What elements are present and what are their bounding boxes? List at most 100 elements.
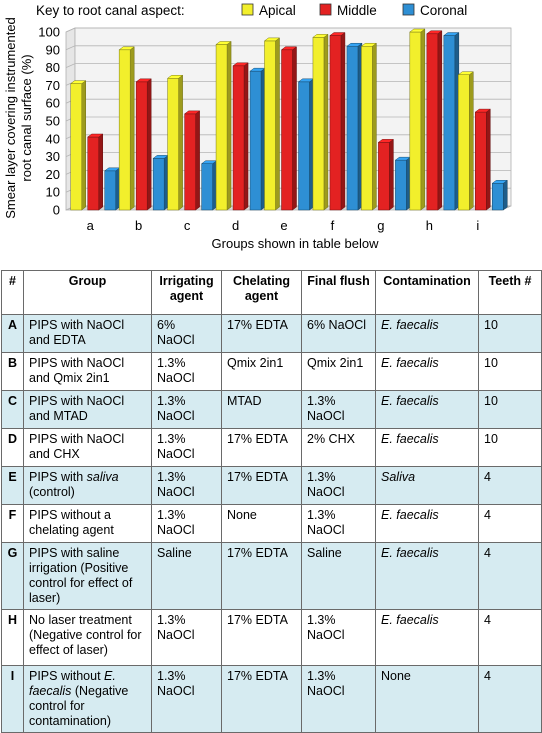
groups-table-container: # Group Irrigating agent Chelating agent…	[1, 270, 542, 733]
bar-coronal-e	[297, 78, 315, 211]
row-group: PIPS with NaOCl and MTAD	[23, 390, 152, 429]
bar-coronal-f	[346, 42, 363, 211]
legend-label-apical: Apical	[259, 3, 296, 18]
row-final-flush: 2% CHX	[301, 428, 376, 467]
row-final-flush: 1.3% NaOCl	[301, 609, 376, 666]
bar-middle-e	[280, 46, 298, 211]
y-tick-label: 30	[46, 149, 60, 164]
row-irrigating-agent: 1.3% NaOCl	[151, 609, 222, 666]
table-row: D PIPS with NaOCl and CHX 1.3% NaOCl 17%…	[1, 428, 542, 467]
y-tick-label: 20	[46, 167, 60, 182]
row-contamination: E. faecalis	[375, 542, 479, 610]
bar-apical-c	[166, 74, 184, 211]
x-tick-label: b	[135, 218, 142, 233]
row-chelating-agent: None	[221, 504, 302, 543]
bar-middle-d	[232, 62, 249, 211]
y-tick-label: 80	[46, 60, 60, 75]
table-row: A PIPS with NaOCl and EDTA 6% NaOCl 17% …	[1, 314, 542, 353]
y-tick-label: 90	[46, 42, 60, 57]
y-tick-label: 10	[46, 185, 60, 200]
legend-item-middle: Middle	[319, 3, 377, 18]
row-teeth: 4	[478, 504, 542, 543]
x-tick-label: e	[280, 218, 287, 233]
row-group: PIPS with NaOCl and CHX	[23, 428, 152, 467]
bar-coronal-c	[200, 160, 218, 211]
row-teeth: 10	[478, 428, 542, 467]
bar-coronal-b	[152, 154, 169, 211]
header-final-flush: Final flush	[301, 270, 376, 315]
row-teeth: 10	[478, 390, 542, 429]
bar-middle-h	[426, 30, 443, 211]
row-group: PIPS without E. faecalis (Negative contr…	[23, 665, 152, 733]
row-chelating-agent: Qmix 2in1	[221, 352, 302, 391]
legend-item-coronal: Coronal	[402, 3, 467, 18]
bar-middle-b	[135, 78, 152, 211]
row-group: No laser treatment (Negative control for…	[23, 609, 152, 666]
bar-coronal-a	[103, 167, 121, 211]
x-tick-label: g	[377, 218, 384, 233]
row-contamination: E. faecalis	[375, 609, 479, 666]
bar-apical-d	[215, 40, 232, 211]
row-group: PIPS without a chelating agent	[23, 504, 152, 543]
y-axis-title-line-1: Smear layer covering instrumented	[3, 17, 18, 219]
y-tick-label: 0	[53, 203, 60, 218]
row-contamination: None	[375, 665, 479, 733]
header-teeth: Teeth #	[478, 270, 542, 315]
bar-apical-f	[312, 33, 329, 211]
row-group: PIPS with NaOCl and EDTA	[23, 314, 152, 353]
bar-middle-f	[329, 32, 346, 211]
x-tick-label: i	[476, 218, 479, 233]
bar-apical-i	[457, 71, 475, 211]
row-teeth: 4	[478, 609, 542, 666]
bar-middle-c	[183, 110, 201, 211]
row-contamination: E. faecalis	[375, 428, 479, 467]
header-id: #	[1, 270, 24, 315]
x-axis-title: Groups shown in table below	[212, 236, 380, 251]
row-teeth: 10	[478, 352, 542, 391]
legend-swatch-apical	[241, 3, 254, 16]
y-axis-title-line-2: root canal surface (%)	[19, 54, 34, 181]
x-tick-label: d	[232, 218, 239, 233]
bar-coronal-d	[249, 67, 266, 211]
table-header-row: # Group Irrigating agent Chelating agent…	[1, 270, 542, 315]
x-tick-label: c	[184, 218, 191, 233]
row-teeth: 4	[478, 466, 542, 505]
row-chelating-agent: 17% EDTA	[221, 609, 302, 666]
row-id: G	[1, 542, 24, 610]
legend-swatch-coronal	[402, 3, 415, 16]
row-id: D	[1, 428, 24, 467]
row-irrigating-agent: Saline	[151, 542, 222, 610]
row-final-flush: 1.3% NaOCl	[301, 665, 376, 733]
row-contamination: E. faecalis	[375, 352, 479, 391]
legend-title: Key to root canal aspect:	[36, 3, 185, 18]
row-id: H	[1, 609, 24, 666]
row-chelating-agent: 17% EDTA	[221, 466, 302, 505]
bar-coronal-h	[443, 32, 460, 211]
bar-chart: Key to root canal aspect: Apical Middle Co…	[0, 0, 542, 260]
row-irrigating-agent: 1.3% NaOCl	[151, 428, 222, 467]
bar-apical-a	[69, 80, 87, 211]
row-contamination: E. faecalis	[375, 314, 479, 353]
legend-label-coronal: Coronal	[420, 3, 467, 18]
row-irrigating-agent: 1.3% NaOCl	[151, 504, 222, 543]
bar-middle-a	[86, 133, 104, 211]
row-irrigating-agent: 1.3% NaOCl	[151, 352, 222, 391]
legend-label-middle: Middle	[337, 3, 377, 18]
table-row: E PIPS with saliva (control) 1.3% NaOCl …	[1, 466, 542, 505]
row-id: F	[1, 504, 24, 543]
row-chelating-agent: 17% EDTA	[221, 428, 302, 467]
header-contamination: Contamination	[375, 270, 479, 315]
y-tick-label: 70	[46, 78, 60, 93]
row-chelating-agent: 17% EDTA	[221, 665, 302, 733]
y-tick-label: 60	[46, 96, 60, 111]
row-teeth: 4	[478, 542, 542, 610]
row-contamination: E. faecalis	[375, 390, 479, 429]
row-chelating-agent: 17% EDTA	[221, 542, 302, 610]
row-contamination: Saliva	[375, 466, 479, 505]
header-group: Group	[23, 270, 152, 315]
row-irrigating-agent: 6% NaOCl	[151, 314, 222, 353]
row-final-flush: 6% NaOCl	[301, 314, 376, 353]
x-tick-label: f	[331, 218, 335, 233]
bar-middle-i	[474, 108, 492, 211]
bar-apical-h	[409, 28, 426, 211]
